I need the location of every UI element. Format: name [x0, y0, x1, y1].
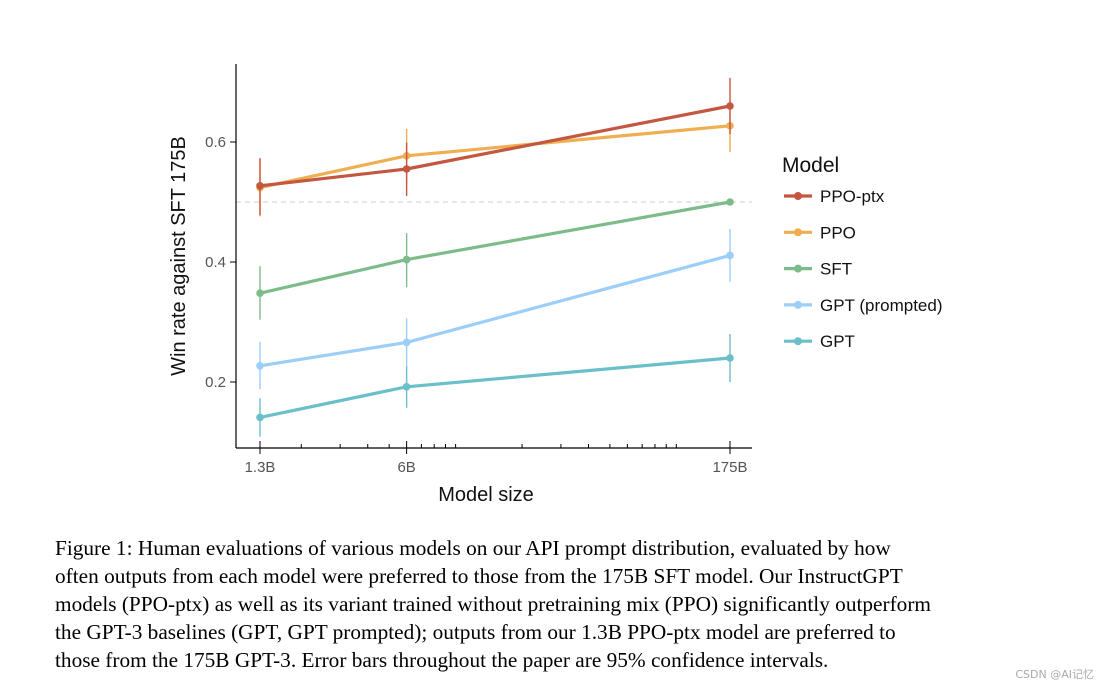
data-point: [256, 362, 264, 370]
caption-line: often outputs from each model were prefe…: [55, 564, 903, 588]
legend-label: PPO: [820, 223, 856, 242]
x-tick-label: 1.3B: [245, 459, 276, 476]
y-tick-label: 0.4: [205, 254, 226, 271]
legend-item: PPO-ptx: [784, 187, 885, 206]
legend-swatch-dot: [794, 300, 802, 309]
legend-title: Model: [782, 154, 839, 177]
series: [256, 77, 734, 437]
caption-line: those from the 175B GPT-3. Error bars th…: [55, 648, 829, 672]
legend: Model PPO-ptx PPO SFT GPT (prompted) GPT: [782, 154, 943, 351]
legend-label: GPT (prompted): [820, 296, 943, 315]
caption-line: Figure 1: Human evaluations of various m…: [55, 536, 891, 560]
x-tick-label: 6B: [397, 459, 415, 476]
data-point: [256, 413, 264, 422]
y-tick-label: 0.6: [205, 134, 226, 151]
watermark: CSDN @AI记忆: [1015, 668, 1094, 681]
legend-swatch-dot: [794, 228, 802, 237]
data-point: [726, 198, 734, 206]
caption-line: the GPT-3 baselines (GPT, GPT prompted);…: [55, 620, 896, 644]
axes: [235, 64, 752, 449]
legend-swatch-dot: [794, 192, 802, 200]
series-gpt-prompted: [256, 229, 734, 390]
legend-label: SFT: [820, 260, 852, 279]
legend-item: SFT: [784, 260, 852, 279]
legend-item: GPT (prompted): [784, 296, 943, 315]
legend-item: GPT: [784, 332, 855, 351]
ticks: 0.2 0.4 0.6 1.3B 6B 175B: [205, 134, 747, 476]
series-line: [259, 356, 731, 419]
caption-line: models (PPO-ptx) as well as its variant …: [55, 592, 931, 616]
legend-label: GPT: [820, 332, 855, 351]
x-tick-label: 175B: [712, 459, 747, 476]
data-point: [256, 182, 264, 190]
legend-swatch-dot: [794, 264, 802, 273]
data-point: [402, 338, 411, 347]
win-rate-chart: 0.2 0.4 0.6 1.3B 6B 175B Model size Win rate …: [168, 64, 943, 506]
data-point: [726, 102, 734, 110]
x-axis-title: Model size: [438, 484, 534, 506]
figure-caption: Figure 1: Human evaluations of various m…: [55, 534, 1095, 674]
legend-item: PPO: [784, 223, 856, 242]
data-point: [726, 354, 734, 362]
data-point: [726, 251, 734, 260]
legend-swatch-dot: [794, 337, 802, 346]
data-point: [402, 165, 411, 173]
series-line: [259, 200, 731, 295]
series-line: [259, 253, 731, 368]
data-point: [402, 255, 411, 264]
series-gpt: [256, 334, 734, 437]
y-axis-title: Win rate against SFT 175B: [168, 136, 190, 376]
y-tick-label: 0.2: [205, 374, 226, 391]
series-ppo-ptx: [256, 77, 734, 216]
data-point: [402, 383, 411, 391]
series-sft: [256, 198, 734, 320]
legend-label: PPO-ptx: [820, 187, 885, 206]
data-point: [256, 289, 264, 298]
